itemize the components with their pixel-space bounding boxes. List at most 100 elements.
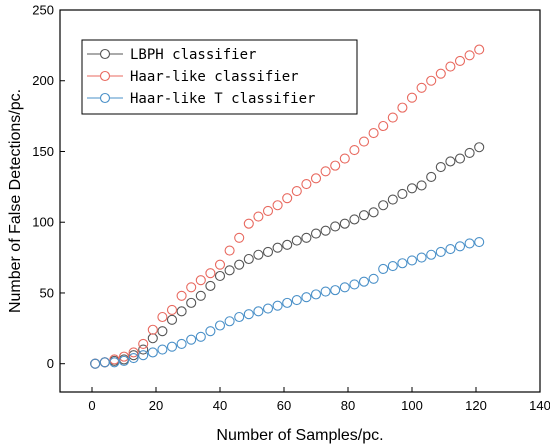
data-point [272,200,283,211]
data-point [176,290,187,301]
data-point [339,218,350,229]
data-point [397,102,408,113]
legend-marker [99,92,111,104]
data-point [138,350,149,361]
data-point [118,355,130,366]
data-point [90,358,101,369]
series-1 [90,142,485,369]
data-point [387,261,398,272]
data-point [253,306,264,317]
x-axis-title: Number of Samples/pc. [216,427,383,444]
data-point [262,246,274,257]
data-point [282,193,293,204]
x-tick-label: 20 [149,398,163,413]
legend-marker [99,48,111,60]
data-point [474,142,485,153]
data-point [464,147,475,158]
data-point [358,210,370,221]
data-point [176,338,187,349]
data-point [474,44,485,55]
data-point [435,68,446,79]
data-point [224,265,235,276]
data-point [214,320,226,331]
x-tick-label: 0 [88,398,95,413]
data-point [445,156,456,167]
data-point [195,331,206,342]
data-point [474,236,485,248]
data-point [147,324,158,335]
data-points [90,44,485,369]
data-point [166,341,178,352]
data-point [272,242,283,253]
data-point [310,173,322,184]
data-point [454,241,466,252]
legend-box [81,39,358,115]
x-tick-label: 40 [213,398,227,413]
data-point [224,316,235,327]
y-tick-label: 200 [32,73,54,88]
data-point [445,244,456,255]
data-point [243,218,254,229]
x-tick-label: 120 [465,398,487,413]
x-tick-label: 140 [529,398,550,413]
data-point [339,282,350,293]
data-point [349,214,360,225]
data-point [464,50,475,61]
x-tick-label: 80 [341,398,355,413]
data-point [378,200,389,211]
data-point [205,326,216,337]
legend-label: Haar-like classifier [130,69,299,85]
data-point [310,289,322,300]
legend-label: Haar-like T classifier [130,91,315,107]
data-point [310,228,322,239]
y-tick-label: 150 [32,144,54,159]
data-point [291,186,302,197]
data-point [128,350,139,361]
data-point [320,225,331,236]
legend: LBPH classifier Haar-like classifier Haar-… [81,39,358,115]
data-point [272,300,283,311]
data-point [205,280,216,291]
data-point [166,304,178,315]
data-point [349,279,360,290]
data-point [435,246,446,257]
data-point [358,276,370,287]
series-3 [90,236,485,369]
data-point [234,259,245,270]
data-point [224,245,235,256]
data-point [157,344,168,355]
data-point [128,352,139,364]
y-tick-label: 100 [32,215,54,230]
data-point [166,314,178,325]
data-point [301,178,312,190]
data-point [291,294,302,306]
data-point [320,166,331,177]
data-point [109,354,120,365]
axis-ticks: 0 20 40 60 80 100 120 140 0 50 100 150 200 250 [32,3,550,414]
y-tick-label: 50 [40,285,54,300]
data-point [454,153,466,164]
x-tick-label: 100 [401,398,423,413]
legend-marker [99,70,111,82]
data-point [387,194,398,205]
data-point [406,255,418,266]
data-point [368,128,379,139]
data-point [253,211,264,222]
data-point [186,282,197,293]
data-point [291,235,302,246]
data-point [358,136,370,147]
data-point [243,309,254,320]
data-point [301,292,312,303]
legend-label: LBPH classifier [130,47,256,63]
data-point [349,145,360,156]
data-point [416,82,427,93]
data-point [234,311,245,323]
data-point [426,75,437,86]
data-point [426,171,437,182]
y-tick-label: 0 [47,356,54,371]
x-tick-label: 60 [277,398,291,413]
data-point [118,351,130,362]
data-point [195,275,206,286]
data-point [378,263,389,274]
